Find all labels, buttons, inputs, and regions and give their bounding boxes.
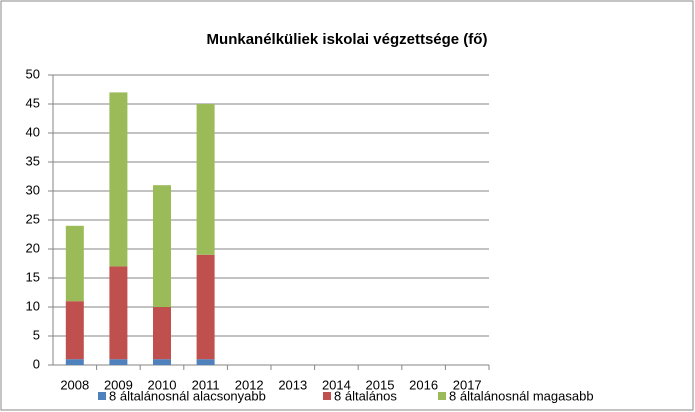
bar-segment: [153, 307, 171, 360]
y-tick-label: 45: [26, 95, 40, 110]
x-tick-label: 2017: [453, 377, 482, 392]
legend-label: 8 általánosnál alacsonyabb: [109, 388, 266, 403]
bar-segment: [153, 185, 171, 307]
y-tick-label: 30: [26, 182, 40, 197]
y-tick-label: 20: [26, 240, 40, 255]
chart-title: Munkanélküliek iskolai végzettsége (fő): [207, 31, 488, 48]
y-tick-label: 35: [26, 153, 40, 168]
x-tick-label: 2012: [235, 377, 264, 392]
legend-swatch: [323, 392, 331, 400]
y-tick-label: 0: [33, 356, 40, 371]
x-tick-label: 2016: [409, 377, 438, 392]
legend-label: 8 általános: [334, 388, 397, 403]
x-tick-label: 2009: [104, 377, 133, 392]
bar-segment: [109, 359, 128, 365]
x-tick-label: 2015: [366, 377, 395, 392]
x-tick-label: 2010: [148, 377, 177, 392]
x-tick-label: 2011: [192, 377, 220, 392]
y-tick-label: 10: [26, 298, 40, 313]
x-tick-label: 2013: [278, 377, 307, 392]
x-tick-label: 2008: [60, 377, 89, 392]
bar-segment: [65, 301, 84, 360]
bar-segment: [109, 266, 128, 360]
bar-segment: [65, 359, 84, 365]
legend-swatch: [98, 392, 106, 400]
y-tick-label: 15: [26, 269, 40, 284]
legend-label: 8 általánosnál magasabb: [449, 388, 594, 403]
bar-segment: [196, 254, 215, 360]
x-tick-label: 2014: [322, 377, 351, 392]
legend-swatch: [438, 392, 446, 400]
y-tick-label: 40: [26, 124, 40, 139]
y-tick-label: 5: [33, 327, 40, 342]
y-tick-label: 50: [26, 66, 40, 81]
bar-segment: [109, 92, 128, 267]
bar-segment: [65, 225, 84, 302]
y-tick-label: 25: [26, 211, 40, 226]
bar-segment: [196, 104, 215, 255]
bar-segment: [196, 359, 215, 365]
bar-segment: [153, 359, 171, 365]
